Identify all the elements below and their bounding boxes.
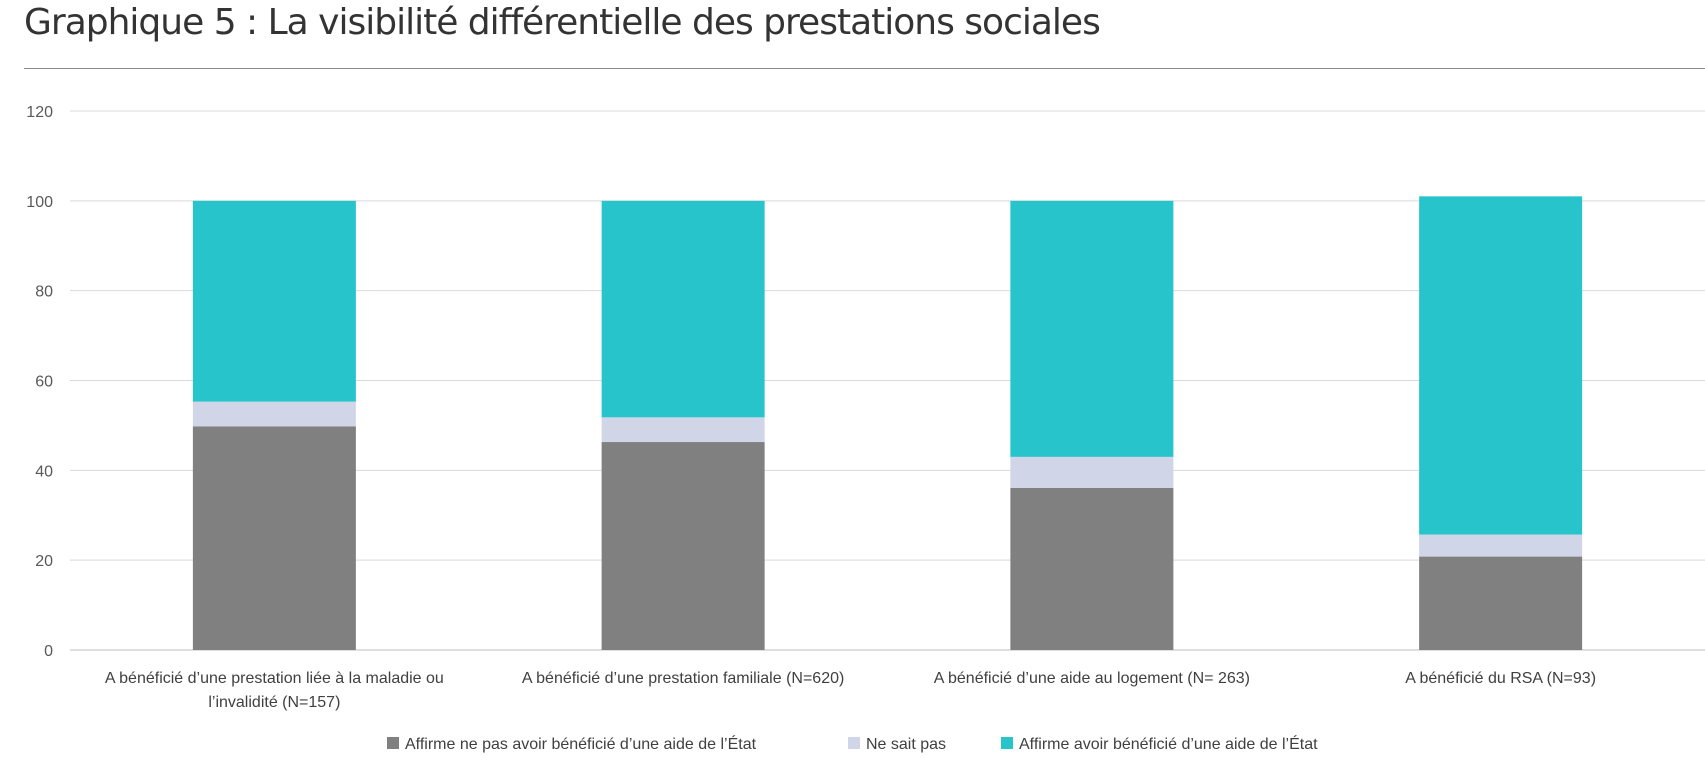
y-tick-label: 20 [35, 553, 53, 570]
bar-segment-cat0-series0 [192, 426, 356, 650]
legend-item-1: Ne sait pas [848, 736, 946, 753]
legend-label: Affirme avoir bénéficié d’une aide de l’… [1019, 734, 1318, 753]
x-category-label: A bénéficié d’une aide au logement (N= 2… [934, 670, 1250, 687]
title-divider [24, 68, 1705, 69]
y-tick-label: 80 [35, 284, 53, 301]
legend-item-2: Affirme avoir bénéficié d’une aide de l’… [1001, 734, 1318, 753]
bar-segment-cat2-series2 [1010, 200, 1174, 457]
y-tick-label: 120 [26, 104, 53, 121]
legend-item-0: Affirme ne pas avoir bénéficié d’une aid… [387, 734, 757, 753]
bar-segment-cat2-series0 [1010, 487, 1174, 650]
legend-swatch [387, 737, 399, 749]
legend-swatch [848, 737, 860, 749]
y-tick-label: 40 [35, 463, 53, 480]
legend-swatch [1001, 737, 1013, 749]
x-category-label: A bénéficié d’une prestation liée à la m… [105, 670, 444, 687]
bar-segment-cat0-series1 [192, 401, 356, 427]
legend-label: Ne sait pas [866, 736, 946, 753]
bar-segment-cat3-series1 [1419, 534, 1583, 557]
legend: Affirme ne pas avoir bénéficié d’une aid… [387, 734, 1318, 753]
y-tick-label: 0 [44, 643, 53, 660]
x-category-label: l’invalidité (N=157) [208, 694, 340, 711]
x-category-label: A bénéficié du RSA (N=93) [1405, 670, 1596, 687]
x-axis-category-labels: A bénéficié d’une prestation liée à la m… [105, 670, 1596, 711]
legend-label: Affirme ne pas avoir bénéficié d’une aid… [405, 734, 757, 753]
bar-segment-cat1-series1 [601, 417, 765, 443]
bar-segment-cat2-series1 [1010, 456, 1174, 488]
y-axis-tick-labels: 0 20 40 60 80 100 120 [26, 104, 53, 660]
page-title: Graphique 5 : La visibilité différentiel… [24, 2, 1101, 43]
y-tick-label: 100 [26, 194, 53, 211]
bar-segment-cat3-series2 [1419, 196, 1583, 535]
bar-segment-cat3-series0 [1419, 556, 1583, 650]
bar-segment-cat1-series2 [601, 200, 765, 418]
bar-segment-cat1-series0 [601, 442, 765, 650]
bars [192, 196, 1583, 650]
y-tick-label: 60 [35, 374, 53, 391]
bar-segment-cat0-series2 [192, 200, 356, 402]
x-category-label: A bénéficié d’une prestation familiale (… [522, 670, 844, 687]
